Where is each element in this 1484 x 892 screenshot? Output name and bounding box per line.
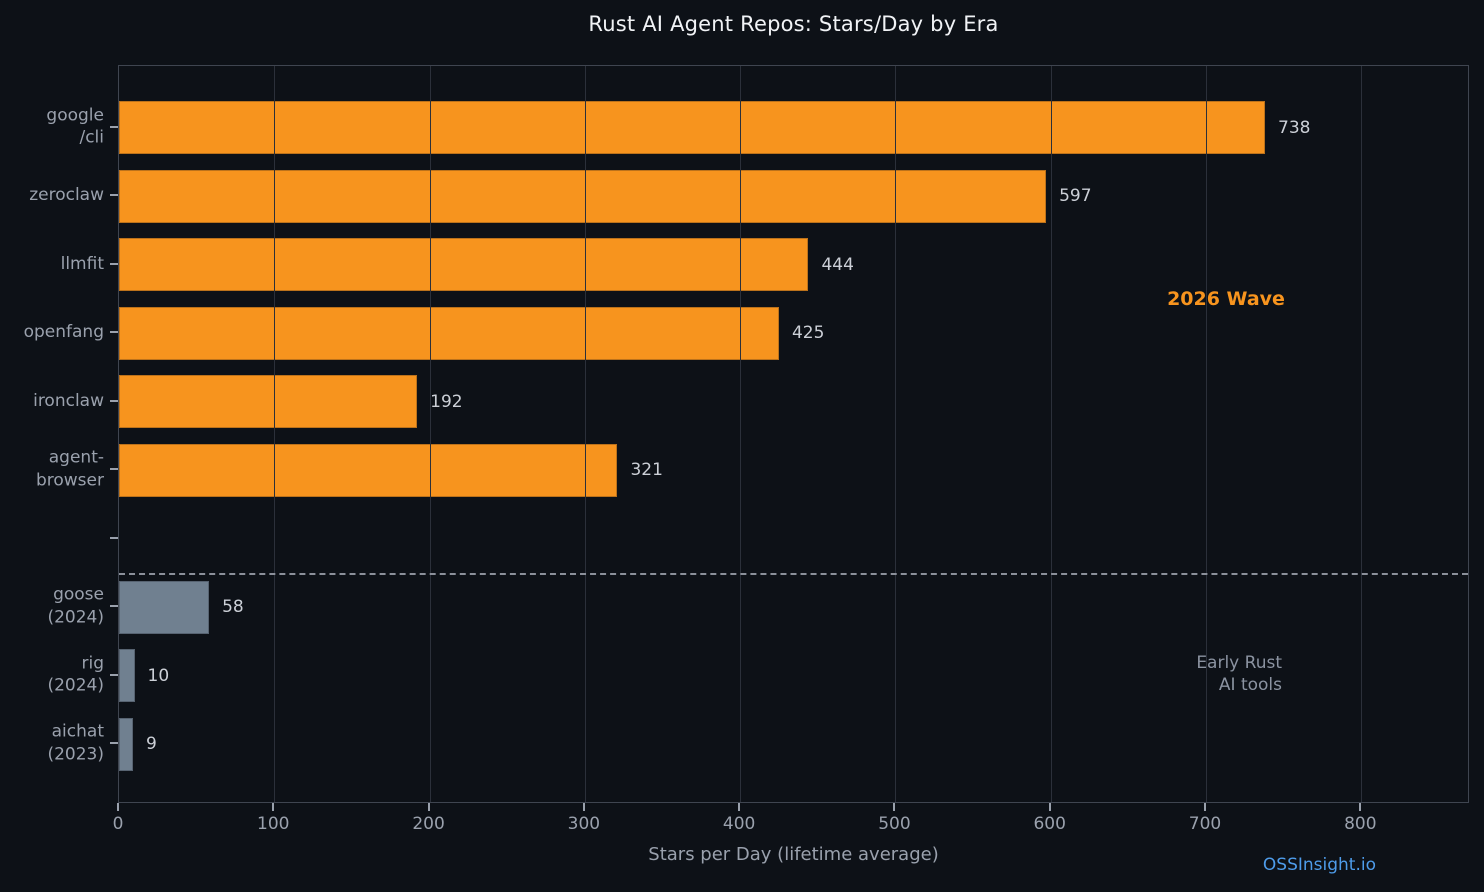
y-tick-mark-0: [110, 125, 118, 128]
bar-value-label: 192: [430, 391, 463, 412]
y-label-line: goose: [53, 584, 104, 605]
y-label-goose2024: goose (2024): [0, 584, 104, 629]
x-tick-label-800: 800: [1344, 814, 1377, 834]
y-label-rig2024: rig (2024): [0, 652, 104, 697]
x-tick-mark-200: [427, 803, 430, 811]
y-label-line: (2024): [47, 607, 104, 627]
bar-agent-browser[interactable]: [119, 443, 618, 497]
y-tick-mark-3: [110, 331, 118, 333]
y-label-ironclaw: ironclaw: [0, 389, 104, 412]
y-tick-mark-7: [110, 605, 118, 607]
bar-value-label: 425: [791, 323, 825, 343]
bar-ironclaw[interactable]: [119, 375, 418, 428]
gridline-x-800: [1361, 66, 1363, 802]
y-tick-mark-4: [110, 399, 118, 402]
y-label-agent-browser: agent-browser: [0, 447, 104, 492]
x-tick-label-0: 0: [112, 814, 124, 834]
bar-goose2024[interactable]: [119, 580, 210, 634]
bar-rig2024[interactable]: [119, 649, 135, 702]
x-tick-mark-100: [272, 803, 275, 811]
y-label-line: ironclaw: [33, 390, 104, 411]
x-tick-mark-700: [1204, 803, 1206, 811]
y-tick-mark-8: [110, 673, 118, 676]
gridline-x-500: [895, 66, 897, 802]
x-tick-mark-300: [582, 803, 585, 811]
y-label-line: /cli: [79, 127, 104, 148]
y-label-zeroclaw: zeroclaw: [0, 184, 104, 207]
y-label-line: browser: [35, 470, 104, 490]
x-tick-label-700: 700: [1188, 814, 1222, 834]
era-divider-line: [119, 572, 1468, 575]
gridline-x-300: [584, 66, 586, 802]
annotation-early-line-1: Early Rust: [1196, 653, 1282, 673]
y-label-line: aichat: [51, 721, 104, 742]
y-tick-mark-9: [110, 742, 118, 744]
x-tick-mark-800: [1359, 803, 1362, 811]
y-axis-labels: google/cli zeroclaw llmfit openfang ironclaw…: [0, 65, 104, 803]
bar-googlecli[interactable]: [119, 101, 1266, 154]
x-tick-label-300: 300: [567, 814, 601, 834]
bar-llmfit[interactable]: [119, 238, 809, 291]
bar-openfang[interactable]: [119, 306, 779, 360]
bar-value-label: 10: [147, 665, 170, 686]
bar-value-label: 58: [222, 597, 244, 617]
x-tick-label-100: 100: [257, 814, 290, 834]
gridline-x-100: [274, 66, 276, 802]
bar-zeroclaw[interactable]: [119, 169, 1047, 223]
y-label-llmfit: llmfit: [0, 252, 104, 275]
y-label-line: (2023): [47, 744, 104, 764]
y-tick-mark-5: [110, 468, 118, 470]
y-label-aichat2023: aichat (2023): [0, 721, 104, 766]
bar-value-label: 321: [630, 460, 663, 480]
y-label-line: llmfit: [60, 253, 104, 274]
annotation-early-line-2: AI tools: [1218, 675, 1282, 695]
bar-value-label: 9: [145, 734, 157, 754]
x-tick-mark-400: [738, 803, 741, 811]
x-tick-mark-600: [1048, 803, 1051, 811]
gridline-x-400: [740, 66, 742, 802]
gridline-x-200: [429, 66, 431, 802]
x-tick-label-400: 400: [722, 814, 756, 834]
x-axis-label: Stars per Day (lifetime average): [648, 844, 939, 865]
y-label-line: openfang: [23, 321, 104, 342]
ossinsight-link[interactable]: OSSInsight.io: [1262, 855, 1376, 875]
x-tick-label-200: 200: [412, 814, 445, 834]
y-label-googlecli: google/cli: [0, 104, 104, 149]
x-tick-label-600: 600: [1033, 814, 1066, 834]
annotation-early-rust-ai-tools: Early Rust AI tools: [1196, 652, 1282, 696]
x-tick-mark-0: [117, 803, 119, 811]
x-tick-mark-500: [893, 803, 896, 811]
annotation-2026-wave: 2026 Wave: [1167, 288, 1285, 310]
y-label-line: google: [46, 105, 104, 125]
bar-value-label: 597: [1059, 186, 1092, 206]
y-label-openfang: openfang: [0, 321, 104, 344]
y-tick-mark-6: [110, 536, 118, 539]
chart-title: Rust AI Agent Repos: Stars/Day by Era: [588, 12, 999, 36]
y-tick-mark-1: [110, 194, 118, 196]
y-label-line: agent-: [48, 447, 104, 468]
y-label-line: zeroclaw: [29, 184, 104, 205]
bar-value-label: 738: [1278, 117, 1311, 138]
gridline-x-600: [1050, 66, 1052, 802]
x-tick-label-500: 500: [878, 814, 911, 834]
bar-aichat2023[interactable]: [119, 717, 133, 771]
y-tick-mark-2: [110, 262, 118, 265]
gridline-x-700: [1206, 66, 1207, 802]
bar-value-label: 444: [821, 254, 854, 275]
plot-area: 2026 Wave Early Rust AI tools 738 597 444 4…: [118, 65, 1469, 803]
y-label-line: (2024): [47, 675, 104, 696]
y-label-line: rig: [81, 653, 104, 673]
